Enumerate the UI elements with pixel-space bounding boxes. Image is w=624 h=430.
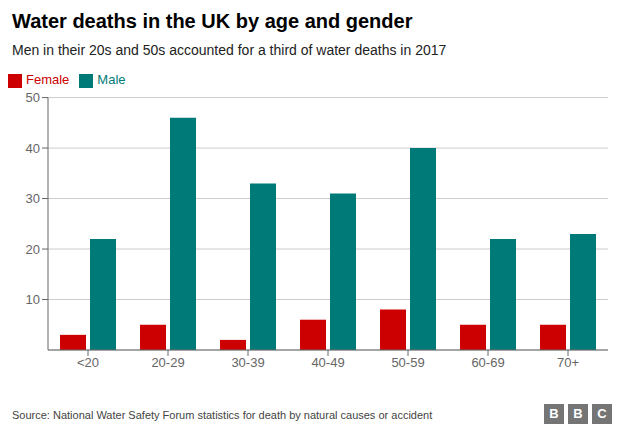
svg-text:20: 20 — [26, 242, 40, 257]
svg-text:40: 40 — [26, 141, 40, 156]
html-text:B: B — [573, 406, 583, 421]
html-text:B: B — [549, 406, 559, 421]
html-text:Water deaths in the UK by age: Water deaths in the UK by age and gender — [12, 10, 413, 32]
html-text:Female: Female — [26, 72, 70, 87]
html-text:Men in their 20s and 50s accou: Men in their 20s and 50s accounted for a… — [12, 42, 447, 58]
html-text:C: C — [597, 406, 607, 421]
svg-text:50-59: 50-59 — [391, 355, 424, 370]
svg-text:70+: 70+ — [557, 355, 579, 370]
svg-text:<20: <20 — [77, 355, 99, 370]
svg-text:60-69: 60-69 — [471, 355, 504, 370]
svg-text:20-29: 20-29 — [151, 355, 184, 370]
html-text:Source: National Water Safety: Source: National Water Safety Forum stat… — [12, 409, 433, 421]
svg-text:40-49: 40-49 — [311, 355, 344, 370]
svg-text:30-39: 30-39 — [231, 355, 264, 370]
svg-text:30: 30 — [26, 191, 40, 206]
html-text:Male: Male — [97, 72, 126, 87]
svg-text:50: 50 — [26, 90, 40, 105]
svg-text:10: 10 — [26, 292, 40, 307]
